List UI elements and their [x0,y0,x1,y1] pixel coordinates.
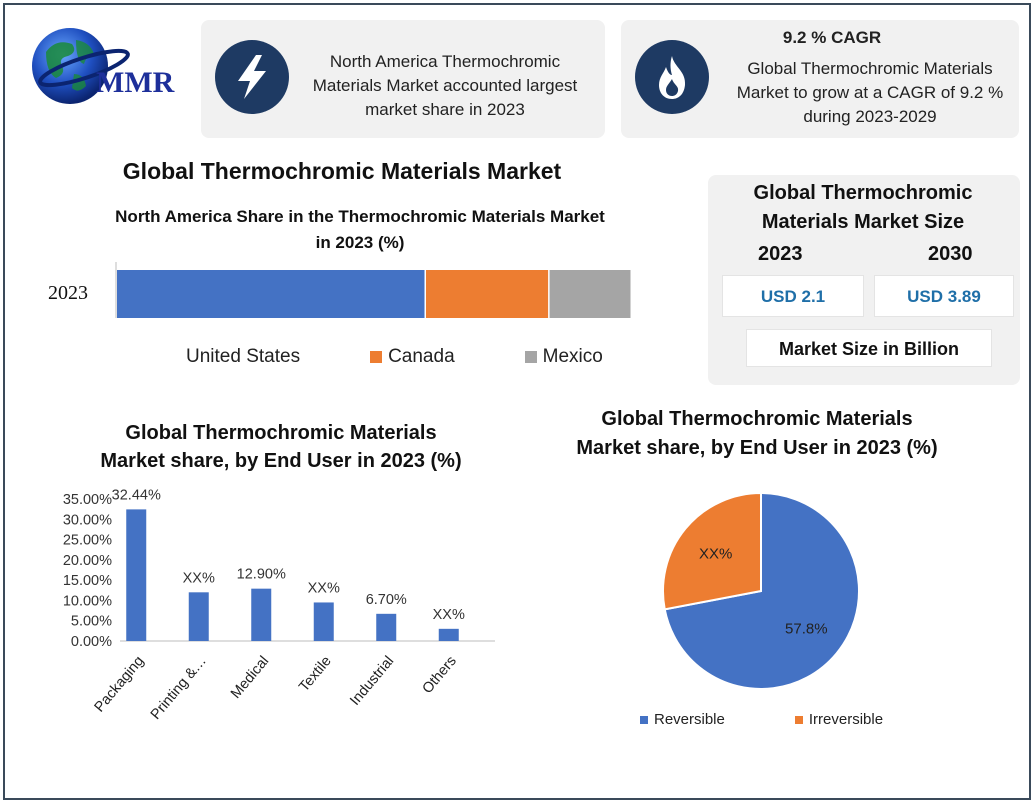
x-category-label: Printing &… [148,653,210,723]
brand-name: MMR [96,66,175,99]
y-tick-label: 10.00% [63,593,112,609]
cagr-title: 9.2 % CAGR [782,28,882,47]
y-tick-label: 0.00% [71,634,112,650]
legend-item-canada: Canada [370,346,455,368]
info-card-text: North America Thermochromic Materials Ma… [312,52,578,119]
bar-1 [188,592,209,641]
globe-icon [32,28,130,104]
legend-canada-swatch [370,351,383,363]
y-tick-label: 30.00% [63,512,112,528]
bar-data-label: XX% [183,570,215,586]
legend-item-reversible: Reversible [640,711,725,728]
legend-item-irreversible: Irreversible [794,711,884,728]
x-category-label: Industrial [347,653,397,708]
page-frame [3,3,1031,800]
legend-reversible-label: Reversible [654,711,725,728]
north-america-stacked-bar-chart [115,262,631,318]
market-size-year-2023: 2023 [758,243,803,265]
market-size-value-2030: USD 3.89 [874,275,1014,317]
y-tick-label: 25.00% [63,533,112,549]
chart-2-title: Global Thermochromic Materials Market sh… [100,422,462,472]
legend-reversible-swatch [640,715,648,724]
chart-3-legend: Reversible Irreversible [640,711,940,728]
y-tick-label: 15.00% [63,573,112,589]
chart-1-title: North America Share in the Thermochromic… [115,207,605,252]
chart-1-category-label: 2023 [48,282,88,304]
info-card-north-america: North America Thermochromic Materials Ma… [201,20,605,138]
bar-data-label: XX% [433,607,465,623]
legend-mexico-label: Mexico [542,346,603,367]
info-card-cagr: 9.2 % CAGR Global Thermochromic Material… [621,20,1019,138]
bar-data-label: 32.44% [112,487,161,503]
legend-canada-label: Canada [388,346,455,367]
bar-3 [313,602,334,641]
x-category-label: Medical [228,653,272,702]
pie-data-label: 57.8% [785,620,828,637]
legend-irreversible-swatch [794,715,803,724]
x-category-label: Packaging [92,653,148,715]
bar-2 [251,588,272,641]
flame-icon [635,40,709,114]
legend-item-us: United States [186,346,300,368]
end-user-pie-chart: 57.8% XX% [662,491,860,690]
x-category-label: Textile [296,653,335,695]
y-tick-label: 5.00% [71,614,112,630]
bar-data-label: 6.70% [366,592,407,608]
chart-1-legend: United States Canada Mexico [186,346,636,368]
main-title: Global Thermochromic Materials Market [122,158,562,184]
bar-0 [126,509,147,641]
market-size-card: Global Thermochromic Materials Market Si… [708,175,1020,385]
bar-4 [376,613,397,641]
legend-item-mexico: Mexico [524,346,603,368]
x-category-label: Others [420,653,460,697]
lightning-icon [215,40,289,114]
market-size-title: Global Thermochromic Materials Market Si… [753,182,973,233]
y-tick-label: 20.00% [63,553,112,569]
legend-mexico-swatch [524,351,537,363]
market-size-value-2023: USD 2.1 [722,275,864,317]
stack-segment-united-states [117,270,425,318]
end-user-bar-chart: 0.00% 5.00% 10.00% 15.00% 20.00% 25.00% 30.00%… [63,487,495,723]
bar-5 [438,628,459,641]
pie-slice-irreversible [662,491,762,611]
brand-logo: MMR [24,22,204,114]
legend-us-label: United States [186,346,301,367]
market-size-year-2030: 2030 [928,243,973,265]
chart-3-title: Global Thermochromic Materials Market sh… [576,408,938,459]
market-size-unit-label: Market Size in Billion [746,329,992,367]
bar-data-label: 12.90% [237,567,286,583]
stack-segment-canada [426,270,549,318]
legend-irreversible-label: Irreversible [808,711,884,728]
pie-data-label: XX% [699,546,732,563]
bar-data-label: XX% [308,580,340,596]
stack-segment-mexico [549,270,631,318]
y-tick-label: 35.00% [63,492,112,508]
cagr-text: Global Thermochromic Materials Market to… [736,59,1004,126]
